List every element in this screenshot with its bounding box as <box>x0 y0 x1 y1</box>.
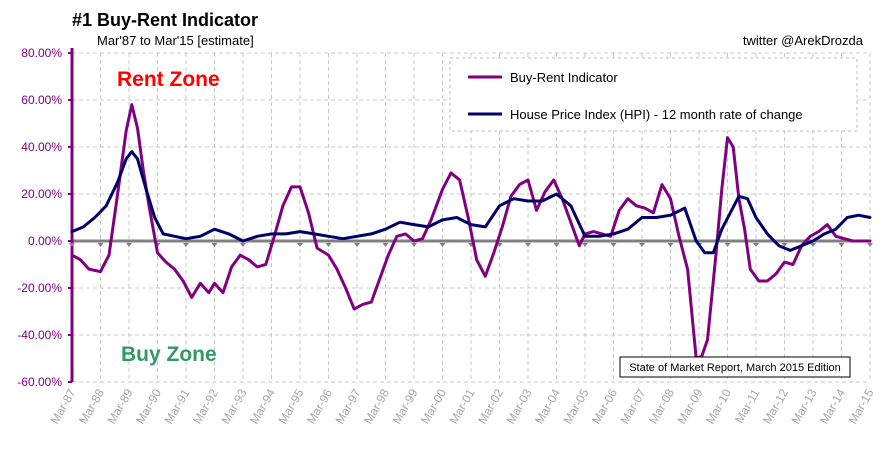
x-tick-label: Mar-10 <box>703 386 734 426</box>
x-tick-label: Mar-14 <box>817 386 848 426</box>
hpi-line <box>70 150 872 255</box>
x-tick-mark <box>382 243 389 247</box>
legend-label-buy-rent: Buy-Rent Indicator <box>510 70 618 85</box>
x-tick-label: Mar-97 <box>332 386 363 426</box>
edition-note: State of Market Report, March 2015 Editi… <box>619 356 851 378</box>
buy-zone-label: Buy Zone <box>121 343 217 366</box>
chart-title: #1 Buy-Rent Indicator <box>72 10 258 30</box>
series-lines <box>70 103 872 360</box>
y-tick-label: 20.00% <box>21 187 62 201</box>
x-tick-mark <box>183 243 189 247</box>
x-tick-label: Mar-06 <box>589 386 620 426</box>
axes <box>70 48 870 382</box>
x-tick-mark <box>411 243 417 247</box>
x-tick-label: Mar-93 <box>218 386 249 426</box>
x-tick-label: Mar-88 <box>76 386 107 426</box>
edition-note-box <box>619 356 851 378</box>
x-tick-label: Mar-92 <box>190 386 221 426</box>
y-tick-label: -20.00% <box>17 281 62 295</box>
x-tick-mark <box>69 243 75 247</box>
x-tick-mark <box>639 243 645 247</box>
y-tick-label: 0.00% <box>28 234 62 248</box>
x-tick-mark <box>810 243 816 247</box>
x-tick-label: Mar-90 <box>133 386 164 426</box>
x-tick-label: Mar-01 <box>446 386 477 426</box>
x-tick-mark <box>97 243 104 247</box>
x-tick-label: Mar-11 <box>732 386 763 425</box>
x-tick-mark <box>610 243 617 247</box>
x-tick-mark <box>126 243 132 247</box>
x-tick-label: Mar-96 <box>304 386 335 426</box>
x-tick-label: Mar-07 <box>617 386 648 426</box>
x-tick-label: Mar-15 <box>845 386 876 426</box>
x-tick-label: Mar-08 <box>646 386 677 426</box>
x-tick-mark <box>439 243 446 247</box>
x-tick-label: Mar-12 <box>760 386 791 426</box>
x-tick-mark <box>753 243 759 247</box>
x-tick-label: Mar-13 <box>788 386 819 426</box>
y-tick-label: -40.00% <box>17 328 62 342</box>
x-tick-label: Mar-89 <box>104 386 135 426</box>
x-tick-mark <box>211 243 218 247</box>
chart-credit: twitter @ArekDrozda <box>743 33 864 48</box>
x-tick-label: Mar-05 <box>560 386 591 426</box>
x-tick-label: Mar-91 <box>161 386 192 426</box>
x-tick-mark <box>525 243 531 247</box>
x-tick-mark <box>354 243 360 247</box>
x-tick-mark <box>867 243 873 247</box>
x-tick-mark <box>297 243 303 247</box>
x-tick-mark <box>553 243 560 247</box>
x-tick-label: Mar-99 <box>389 386 420 426</box>
x-tick-label: Mar-09 <box>674 386 705 426</box>
edition-note-text: State of Market Report, March 2015 Editi… <box>629 362 841 374</box>
x-tick-label: Mar-95 <box>275 386 306 426</box>
legend-label-hpi: House Price Index (HPI) - 12 month rate … <box>510 107 803 122</box>
x-tick-mark <box>325 243 332 247</box>
legend-box <box>449 57 858 132</box>
x-tick-mark <box>838 243 845 247</box>
y-axis-ticks: 80.00% 60.00% 40.00% 20.00% 0.00% -20.00% -40.… <box>17 46 72 389</box>
chart-subtitle: Mar'87 to Mar'15 [estimate] <box>97 33 254 48</box>
buy-rent-indicator-line <box>70 103 872 360</box>
x-tick-label: Mar-03 <box>503 386 534 426</box>
y-tick-label: -60.00% <box>17 375 62 389</box>
x-tick-mark <box>724 243 731 247</box>
x-tick-mark <box>240 243 246 247</box>
x-tick-label: Mar-87 <box>47 386 78 426</box>
legend: Buy-Rent Indicator House Price Index (HP… <box>449 57 858 132</box>
x-tick-label: Mar-04 <box>532 386 563 426</box>
x-tick-mark <box>582 243 588 247</box>
x-tick-label: Mar-94 <box>247 386 278 426</box>
x-tick-label: Mar-02 <box>475 386 506 426</box>
y-tick-label: 60.00% <box>21 93 62 107</box>
rent-zone-label: Rent Zone <box>117 68 220 91</box>
y-tick-label: 80.00% <box>21 46 62 60</box>
x-tick-mark <box>667 243 674 247</box>
x-tick-label: Mar-00 <box>418 386 449 426</box>
x-tick-label: Mar-98 <box>361 386 392 426</box>
y-tick-label: 40.00% <box>21 140 62 154</box>
x-tick-mark <box>781 243 788 247</box>
